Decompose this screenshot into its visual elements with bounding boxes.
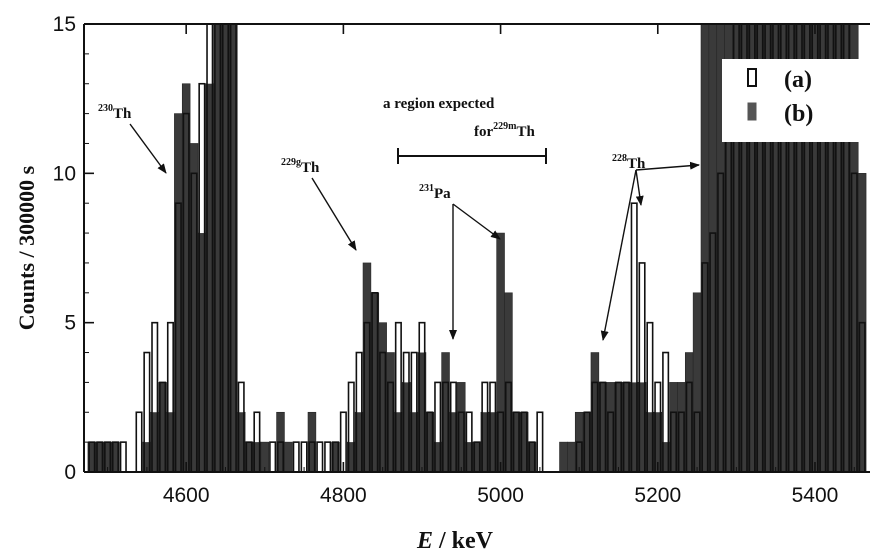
bar-a-open	[434, 382, 441, 443]
x-tick-label: 5000	[477, 484, 524, 507]
bar-a-open	[324, 442, 331, 472]
bar-a-open	[269, 442, 276, 472]
bar-a-open	[293, 442, 299, 472]
bar-a-open	[356, 352, 362, 413]
bar-a-open	[167, 322, 174, 413]
x-tick-label: 4600	[163, 484, 210, 507]
bar-a-open	[537, 412, 543, 472]
bar-a-open	[662, 352, 669, 443]
bar-a-open	[120, 442, 127, 472]
th228-label: 228Th	[612, 153, 646, 172]
th230-label: 230Th	[98, 103, 132, 122]
bar-a-open	[144, 352, 150, 443]
legend: (a) (b)	[722, 59, 866, 142]
bar-a-open	[450, 382, 457, 413]
bar-a-open	[411, 352, 417, 413]
ticks: 0 5 10 15 4600 4800 5000 5200 5400	[53, 13, 855, 507]
y-tick-label: 10	[53, 162, 76, 185]
region-label-line2: for229mTh	[474, 121, 536, 140]
y-tick-label: 0	[64, 461, 76, 484]
x-tick-label: 5400	[792, 484, 839, 507]
bar-a-open	[395, 322, 402, 413]
legend-label-b: (b)	[784, 101, 813, 127]
legend-label-a: (a)	[784, 67, 812, 93]
y-tick-label: 5	[64, 312, 76, 335]
bar-a-open	[489, 382, 496, 413]
pa231-arrow-right	[452, 203, 501, 240]
axes	[83, 23, 870, 473]
x-tick-label: 5200	[634, 484, 681, 507]
bar-a-open	[482, 382, 488, 413]
bar-a-open	[403, 352, 409, 383]
y-tick-label: 15	[53, 13, 76, 36]
th228-arrow-3	[635, 161, 700, 171]
bar-a-open	[639, 262, 645, 383]
th228-arrow-1	[600, 169, 637, 341]
th230-arrow	[129, 123, 167, 174]
bar-a-open	[317, 442, 323, 472]
bar-a-open	[419, 322, 425, 353]
bar-b	[567, 441, 576, 473]
legend-swatch-a	[747, 68, 757, 87]
bar-a-open	[348, 382, 354, 443]
pa231-label: 231Pa	[419, 183, 451, 202]
bar-b	[284, 441, 293, 473]
region-label-line1: a region expected	[383, 96, 495, 112]
bar-a-open	[301, 442, 307, 472]
region-bracket	[397, 148, 547, 164]
bar-a-open	[136, 412, 142, 472]
th228-arrow-2	[635, 169, 644, 206]
th229g-arrow	[311, 177, 357, 251]
bar-b	[559, 441, 568, 473]
legend-box	[722, 59, 866, 142]
bar-a-open	[254, 412, 260, 443]
x-axis-title: E / keV	[416, 528, 494, 554]
bar-a-open	[238, 382, 244, 413]
th229g-label: 229gTh	[281, 157, 320, 176]
bar-a-open	[631, 203, 637, 383]
bar-a-open	[199, 83, 205, 234]
annotations: 230Th 229gTh a region expected for229mTh…	[98, 96, 700, 341]
legend-swatch-b	[747, 102, 757, 121]
bar-a-open	[655, 382, 661, 413]
bar-a-open	[466, 412, 472, 443]
bar-a-open	[647, 322, 653, 413]
bar-a-open	[207, 24, 213, 84]
bar-a-open	[152, 322, 158, 413]
y-axis-title: Counts / 300000 s	[14, 165, 39, 330]
bar-a-open	[340, 412, 347, 472]
x-tick-label: 4800	[320, 484, 367, 507]
